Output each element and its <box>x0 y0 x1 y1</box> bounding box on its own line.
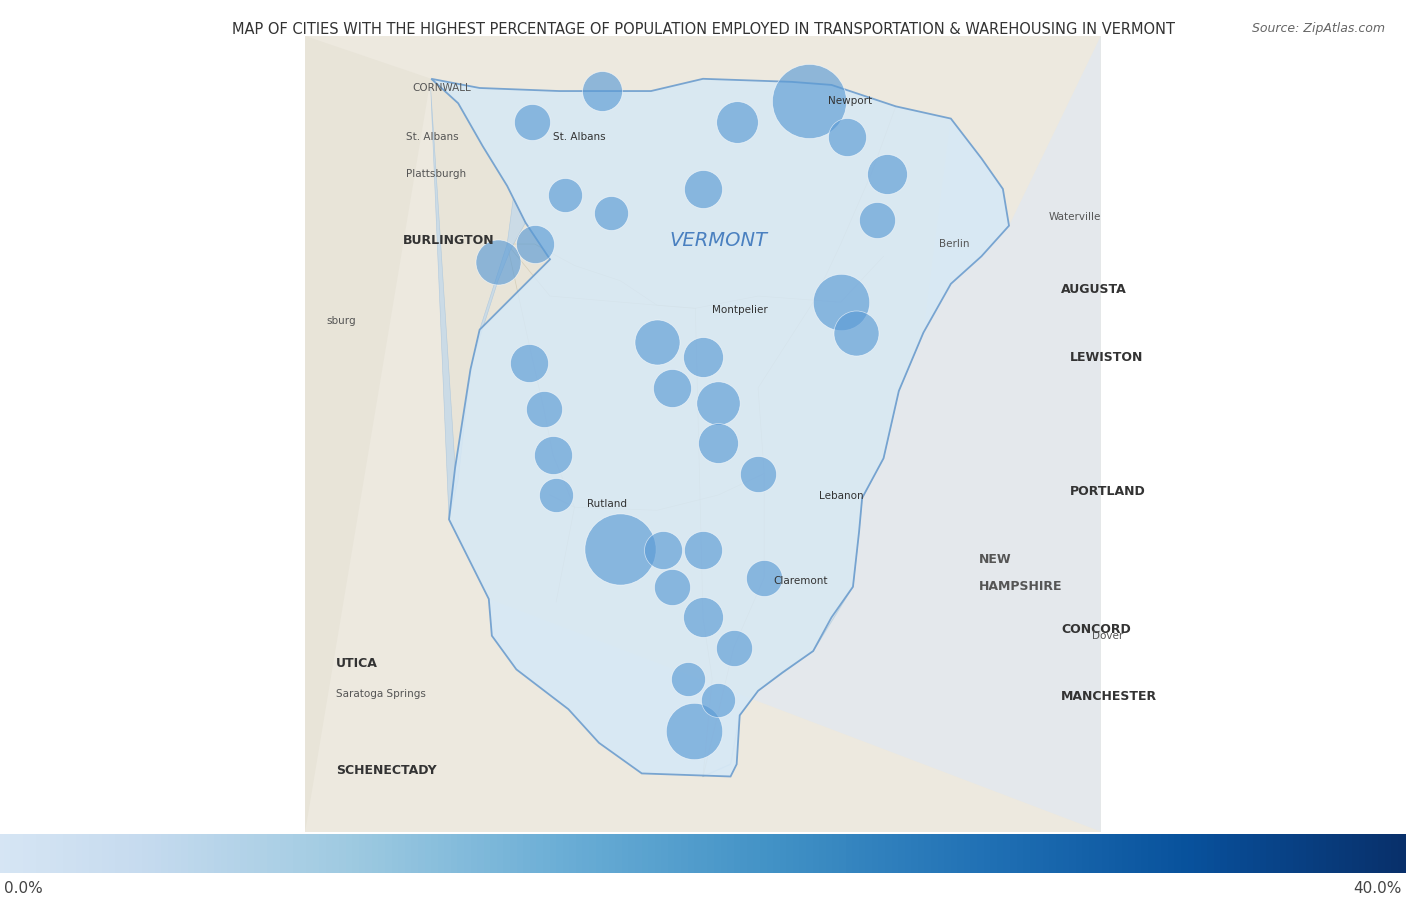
Point <box>645 334 668 349</box>
Point <box>707 693 730 708</box>
Point <box>797 93 820 108</box>
Point <box>546 488 568 503</box>
Text: MAP OF CITIES WITH THE HIGHEST PERCENTAGE OF POPULATION EMPLOYED IN TRANSPORTATI: MAP OF CITIES WITH THE HIGHEST PERCENTAG… <box>232 22 1174 37</box>
Text: CORNWALL: CORNWALL <box>412 83 471 93</box>
Text: Saratoga Springs: Saratoga Springs <box>336 689 426 699</box>
Text: Rutland: Rutland <box>586 499 627 509</box>
Text: St. Albans: St. Albans <box>406 132 458 142</box>
Point <box>835 129 858 144</box>
Text: SCHENECTADY: SCHENECTADY <box>336 764 436 777</box>
Point <box>692 543 714 557</box>
Text: LEWISTON: LEWISTON <box>1070 351 1143 364</box>
Text: BURLINGTON: BURLINGTON <box>404 235 495 247</box>
Text: PORTLAND: PORTLAND <box>1070 485 1146 498</box>
Point <box>517 356 540 370</box>
Text: 40.0%: 40.0% <box>1354 881 1402 895</box>
Text: VERMONT: VERMONT <box>669 231 768 251</box>
Text: Plattsburgh: Plattsburgh <box>406 169 467 179</box>
Text: 0.0%: 0.0% <box>4 881 44 895</box>
Point <box>661 580 683 594</box>
Point <box>486 255 509 270</box>
Point <box>692 610 714 625</box>
Point <box>652 543 675 557</box>
Polygon shape <box>430 88 526 520</box>
Point <box>830 295 852 309</box>
Text: NEW: NEW <box>979 553 1011 565</box>
Point <box>661 380 683 395</box>
Text: Claremont: Claremont <box>773 575 828 585</box>
Polygon shape <box>432 79 1010 777</box>
Text: Dover: Dover <box>1091 631 1123 641</box>
Point <box>523 236 546 251</box>
Text: AUGUSTA: AUGUSTA <box>1062 283 1126 297</box>
Point <box>723 641 745 655</box>
Point <box>845 325 868 340</box>
Point <box>591 84 613 98</box>
Polygon shape <box>305 36 550 832</box>
Text: Berlin: Berlin <box>939 239 969 249</box>
Text: Newport: Newport <box>828 96 873 106</box>
Point <box>541 448 564 462</box>
Text: Montpelier: Montpelier <box>713 305 768 315</box>
Point <box>866 212 889 227</box>
Text: sburg: sburg <box>326 316 356 325</box>
Point <box>682 724 704 738</box>
Text: UTICA: UTICA <box>336 657 378 670</box>
Point <box>520 114 543 129</box>
Point <box>754 570 776 584</box>
Text: St. Albans: St. Albans <box>553 132 606 142</box>
Polygon shape <box>489 36 1101 832</box>
Point <box>554 188 576 202</box>
Point <box>707 396 730 410</box>
Text: Waterville: Waterville <box>1049 211 1101 221</box>
Text: Lebanon: Lebanon <box>820 492 863 502</box>
Point <box>600 206 623 220</box>
Point <box>533 402 555 416</box>
Point <box>609 541 631 556</box>
Point <box>692 350 714 364</box>
Point <box>725 114 748 129</box>
Point <box>747 467 769 481</box>
Text: Source: ZipAtlas.com: Source: ZipAtlas.com <box>1251 22 1385 34</box>
Point <box>692 182 714 196</box>
Text: HAMPSHIRE: HAMPSHIRE <box>979 580 1062 593</box>
Point <box>676 672 699 686</box>
Text: MANCHESTER: MANCHESTER <box>1062 690 1157 703</box>
Point <box>707 436 730 450</box>
Text: CONCORD: CONCORD <box>1062 623 1130 636</box>
Point <box>876 166 898 181</box>
